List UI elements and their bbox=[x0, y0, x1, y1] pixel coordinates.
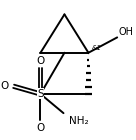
Text: OH: OH bbox=[118, 27, 133, 37]
Text: O: O bbox=[36, 123, 45, 133]
Text: O: O bbox=[1, 81, 9, 91]
Text: S: S bbox=[37, 89, 44, 99]
Text: &1: &1 bbox=[91, 45, 101, 51]
Text: O: O bbox=[36, 56, 45, 66]
Text: NH₂: NH₂ bbox=[69, 116, 89, 126]
